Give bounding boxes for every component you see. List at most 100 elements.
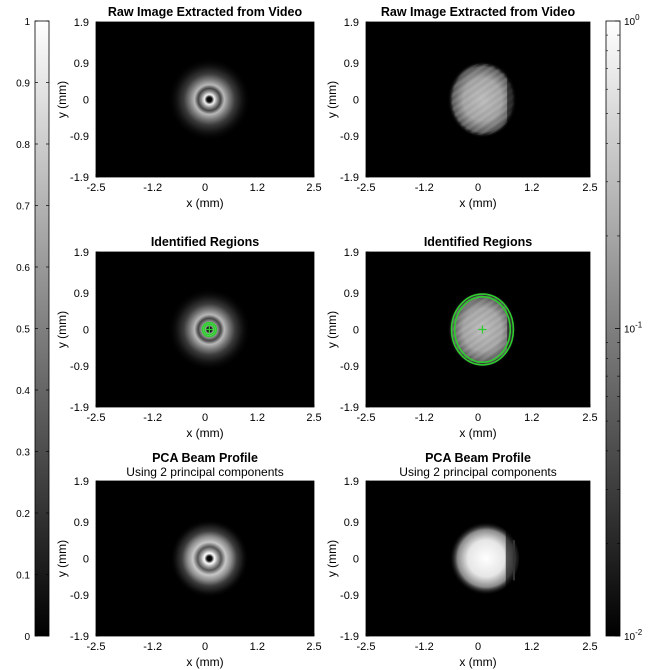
panel-middle-right: -2.5 -1.2 0 1.2 2.5 1.9 0.9 0 -0.9 -1.9 x (mm) y (m… [325,235,598,440]
colorbar-tick-label: 0.3 [16,448,30,459]
y-tick-label: 1.9 [344,247,359,259]
x-tick-label: 2.5 [582,412,597,424]
panel-title: PCA Beam Profile [425,451,531,465]
x-tick-label: 1.2 [524,641,539,653]
x-tick-label: 2.5 [306,182,321,194]
y-axis-label: y (mm) [325,540,339,577]
y-tick-label: -1.9 [340,402,359,414]
x-tick-label: -1.2 [143,182,162,194]
region-center-marker [205,325,214,334]
panel-middle-left: -2.5 -1.2 0 1.2 2.5 1.9 0.9 0 -0.9 -1.9 x (mm) y (m… [55,235,322,440]
x-tick-label: 1.2 [250,641,265,653]
x-tick-label: -2.5 [87,641,106,653]
x-tick-label: -2.5 [357,641,376,653]
x-axis-label: x (mm) [459,655,496,669]
y-axis-label: y (mm) [325,81,339,118]
colorbar-linear: 1 0.9 0.8 0.7 0.6 0.5 0.4 0.3 0.2 0.1 0 [16,17,50,643]
x-axis-label: x (mm) [459,426,496,440]
y-tick-label: 0.9 [344,288,359,300]
x-tick-label: 2.5 [582,641,597,653]
y-tick-label: 1.9 [74,247,89,259]
region-center-marker [478,325,487,334]
colorbar-tick-label: 1 [24,17,30,28]
beam-image [447,252,590,407]
x-tick-label: -1.2 [143,641,162,653]
y-tick-label: -0.9 [340,590,359,602]
colorbar-tick-label: 0.7 [16,202,30,213]
x-tick-label: -2.5 [87,182,106,194]
y-tick-label: -1.9 [70,172,89,184]
beam-image [447,22,590,177]
y-axis-label: y (mm) [55,311,69,348]
panels-layer: -2.5 -1.2 0 1.2 2.5 1.9 0.9 0 -0.9 -1.9 x (mm) y (m… [55,5,598,669]
colorbar-major-tick-label: 100 [624,13,640,28]
colorbar-tick-label: 0.5 [16,325,30,336]
y-tick-label: 0.9 [74,517,89,529]
beam-ring [167,58,251,141]
panel-title: Raw Image Extracted from Video [108,5,303,19]
beam-image [167,58,251,141]
y-tick-label: 1.9 [344,17,359,29]
colorbar-tick-label: 0 [24,632,30,643]
y-tick-label: -0.9 [70,590,89,602]
panel-subtitle: Using 2 principal components [399,465,556,479]
x-tick-label: 0 [202,182,208,194]
x-axis-label: x (mm) [459,196,496,210]
y-tick-label: -0.9 [340,131,359,143]
x-tick-label: -1.2 [415,641,434,653]
panel-bottom-left: -2.5 -1.2 0 1.2 2.5 1.9 0.9 0 -0.9 -1.9 x (mm) y (m… [55,451,322,669]
y-axis-label: y (mm) [55,540,69,577]
panel-title: Raw Image Extracted from Video [381,5,576,19]
x-tick-label: 0 [202,412,208,424]
x-axis-label: x (mm) [186,426,223,440]
y-tick-label: 0 [353,554,359,566]
y-axis-label: y (mm) [325,311,339,348]
panel-title: Identified Regions [424,235,532,249]
y-tick-label: 0 [83,325,89,337]
x-axis-label: x (mm) [186,196,223,210]
y-tick-label: 0.9 [344,517,359,529]
beam-blob-cutoff [507,252,590,407]
y-tick-label: 1.9 [74,476,89,488]
colorbar-tick-label: 0.2 [16,509,30,520]
beam-blob-cutoff [507,22,590,177]
beam-blob-smooth [445,521,520,596]
y-tick-label: 0 [83,554,89,566]
x-tick-label: 2.5 [306,641,321,653]
x-tick-label: 0 [202,641,208,653]
y-tick-label: -0.9 [340,361,359,373]
x-tick-label: 1.2 [250,412,265,424]
y-tick-label: -1.9 [340,631,359,643]
x-tick-label: 2.5 [582,182,597,194]
beam-blob-texture [451,63,514,136]
x-tick-label: 0 [475,182,481,194]
y-tick-label: -0.9 [70,131,89,143]
x-tick-label: -2.5 [357,182,376,194]
panel-subtitle: Using 2 principal components [126,465,283,479]
x-tick-label: 1.2 [524,182,539,194]
y-tick-label: -1.9 [340,172,359,184]
colorbar-major-tick-label: 10-1 [624,321,643,336]
y-tick-label: 0.9 [74,288,89,300]
y-axis-label: y (mm) [55,81,69,118]
x-tick-label: -1.2 [415,412,434,424]
x-tick-label: 1.2 [250,182,265,194]
region-outline [201,321,218,338]
colorbar-tick-label: 0.8 [16,140,30,151]
y-tick-label: 0 [353,325,359,337]
x-tick-label: 0 [475,641,481,653]
colorbar-tick-label: 0.6 [16,263,30,274]
x-axis-label: x (mm) [186,655,223,669]
region-outline [203,323,216,336]
x-tick-label: 0 [475,412,481,424]
panel-top-right: -2.5 -1.2 0 1.2 2.5 1.9 0.9 0 -0.9 -1.9 x (mm) y (m… [325,5,598,210]
region-outline [450,293,515,366]
beam-image [445,481,590,636]
panel-title: PCA Beam Profile [152,451,258,465]
y-tick-label: 1.9 [74,17,89,29]
colorbar-log: 100 10-1 10-2 [605,13,643,643]
region-outline [453,295,512,364]
y-tick-label: 0.9 [344,58,359,70]
colorbar-tick-label: 0.4 [16,386,30,397]
